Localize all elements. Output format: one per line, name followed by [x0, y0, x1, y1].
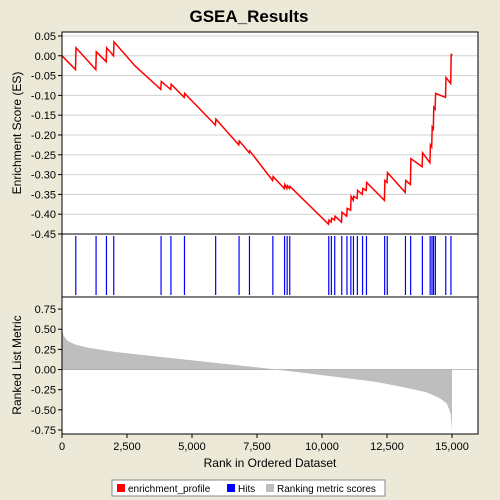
- x-tick-label: 12,500: [370, 441, 404, 453]
- ranked-metric-y-tick-label: 0.25: [35, 344, 56, 356]
- ranked-metric-area-path: [62, 329, 452, 430]
- legend-label-hits: Hits: [238, 484, 255, 495]
- ranked-metric-y-tick-label: -0.50: [31, 405, 56, 417]
- legend-swatch-ranking-metric: [266, 484, 274, 492]
- enrichment-profile-line: [61, 39, 453, 226]
- x-tick-label: 7,500: [243, 441, 271, 453]
- enrichment-y-tick-label: -0.30: [31, 170, 56, 182]
- legend-swatch-hits: [227, 484, 235, 492]
- enrichment-y-tick-label: 0.05: [35, 31, 56, 43]
- x-tick-label: 5,000: [178, 441, 206, 453]
- enrichment-y-tick-label: 0.00: [35, 51, 56, 63]
- legend-label-enrichment-profile: enrichment_profile: [128, 484, 211, 495]
- enrichment-y-tick-label: -0.45: [31, 229, 56, 241]
- x-tick-label: 10,000: [305, 441, 339, 453]
- enrichment-profile-line-group: [61, 39, 453, 226]
- enrichment-y-axis: 0.05 0.00 -0.05 -0.10 -0.15 -0.20 -0.25 -0.30 -0…: [31, 31, 62, 241]
- x-axis-title: Rank in Ordered Dataset: [204, 456, 337, 470]
- x-tick-label: 15,000: [435, 441, 469, 453]
- enrichment-y-tick-label: -0.10: [31, 90, 56, 102]
- x-tick-label: 0: [59, 441, 65, 453]
- enrichment-y-tick-label: -0.35: [31, 189, 56, 201]
- ranked-metric-area: [62, 329, 478, 430]
- legend-swatch-enrichment-profile: [117, 484, 125, 492]
- hits-group: [75, 236, 452, 295]
- legend: enrichment_profile Hits Ranking metric s…: [111, 479, 386, 497]
- ranked-metric-y-tick-label: -0.25: [31, 385, 56, 397]
- legend-label-ranking-metric: Ranking metric scores: [277, 484, 376, 495]
- enrichment-y-tick-label: -0.25: [31, 150, 56, 162]
- ranked-metric-y-tick-label: -0.75: [31, 425, 56, 437]
- enrichment-y-tick-label: -0.20: [31, 130, 56, 142]
- ranked-metric-y-tick-label: 0.50: [35, 324, 56, 336]
- chart-title: GSEA_Results: [189, 7, 308, 26]
- enrichment-panel-gridlines: [62, 35, 478, 215]
- x-tick-label: 2,500: [113, 441, 141, 453]
- x-axis: 0 2,500 5,000 7,500 10,000 12,500 15,000: [59, 434, 469, 453]
- enrichment-y-tick-label: -0.40: [31, 209, 56, 221]
- plot-frame: [61, 31, 479, 435]
- ranked-metric-y-tick-label: 0.00: [35, 365, 56, 377]
- enrichment-y-axis-title: Enrichment Score (ES): [10, 72, 24, 195]
- enrichment-y-tick-label: -0.15: [31, 110, 56, 122]
- ranked-metric-y-axis: 0.75 0.50 0.25 0.00 -0.25 -0.50 -0.75: [31, 304, 62, 437]
- legend-box: [111, 479, 386, 497]
- ranked-metric-y-tick-label: 0.75: [35, 304, 56, 316]
- enrichment-y-tick-label: -0.05: [31, 71, 56, 83]
- ranked-metric-y-axis-title: Ranked List Metric: [10, 315, 24, 414]
